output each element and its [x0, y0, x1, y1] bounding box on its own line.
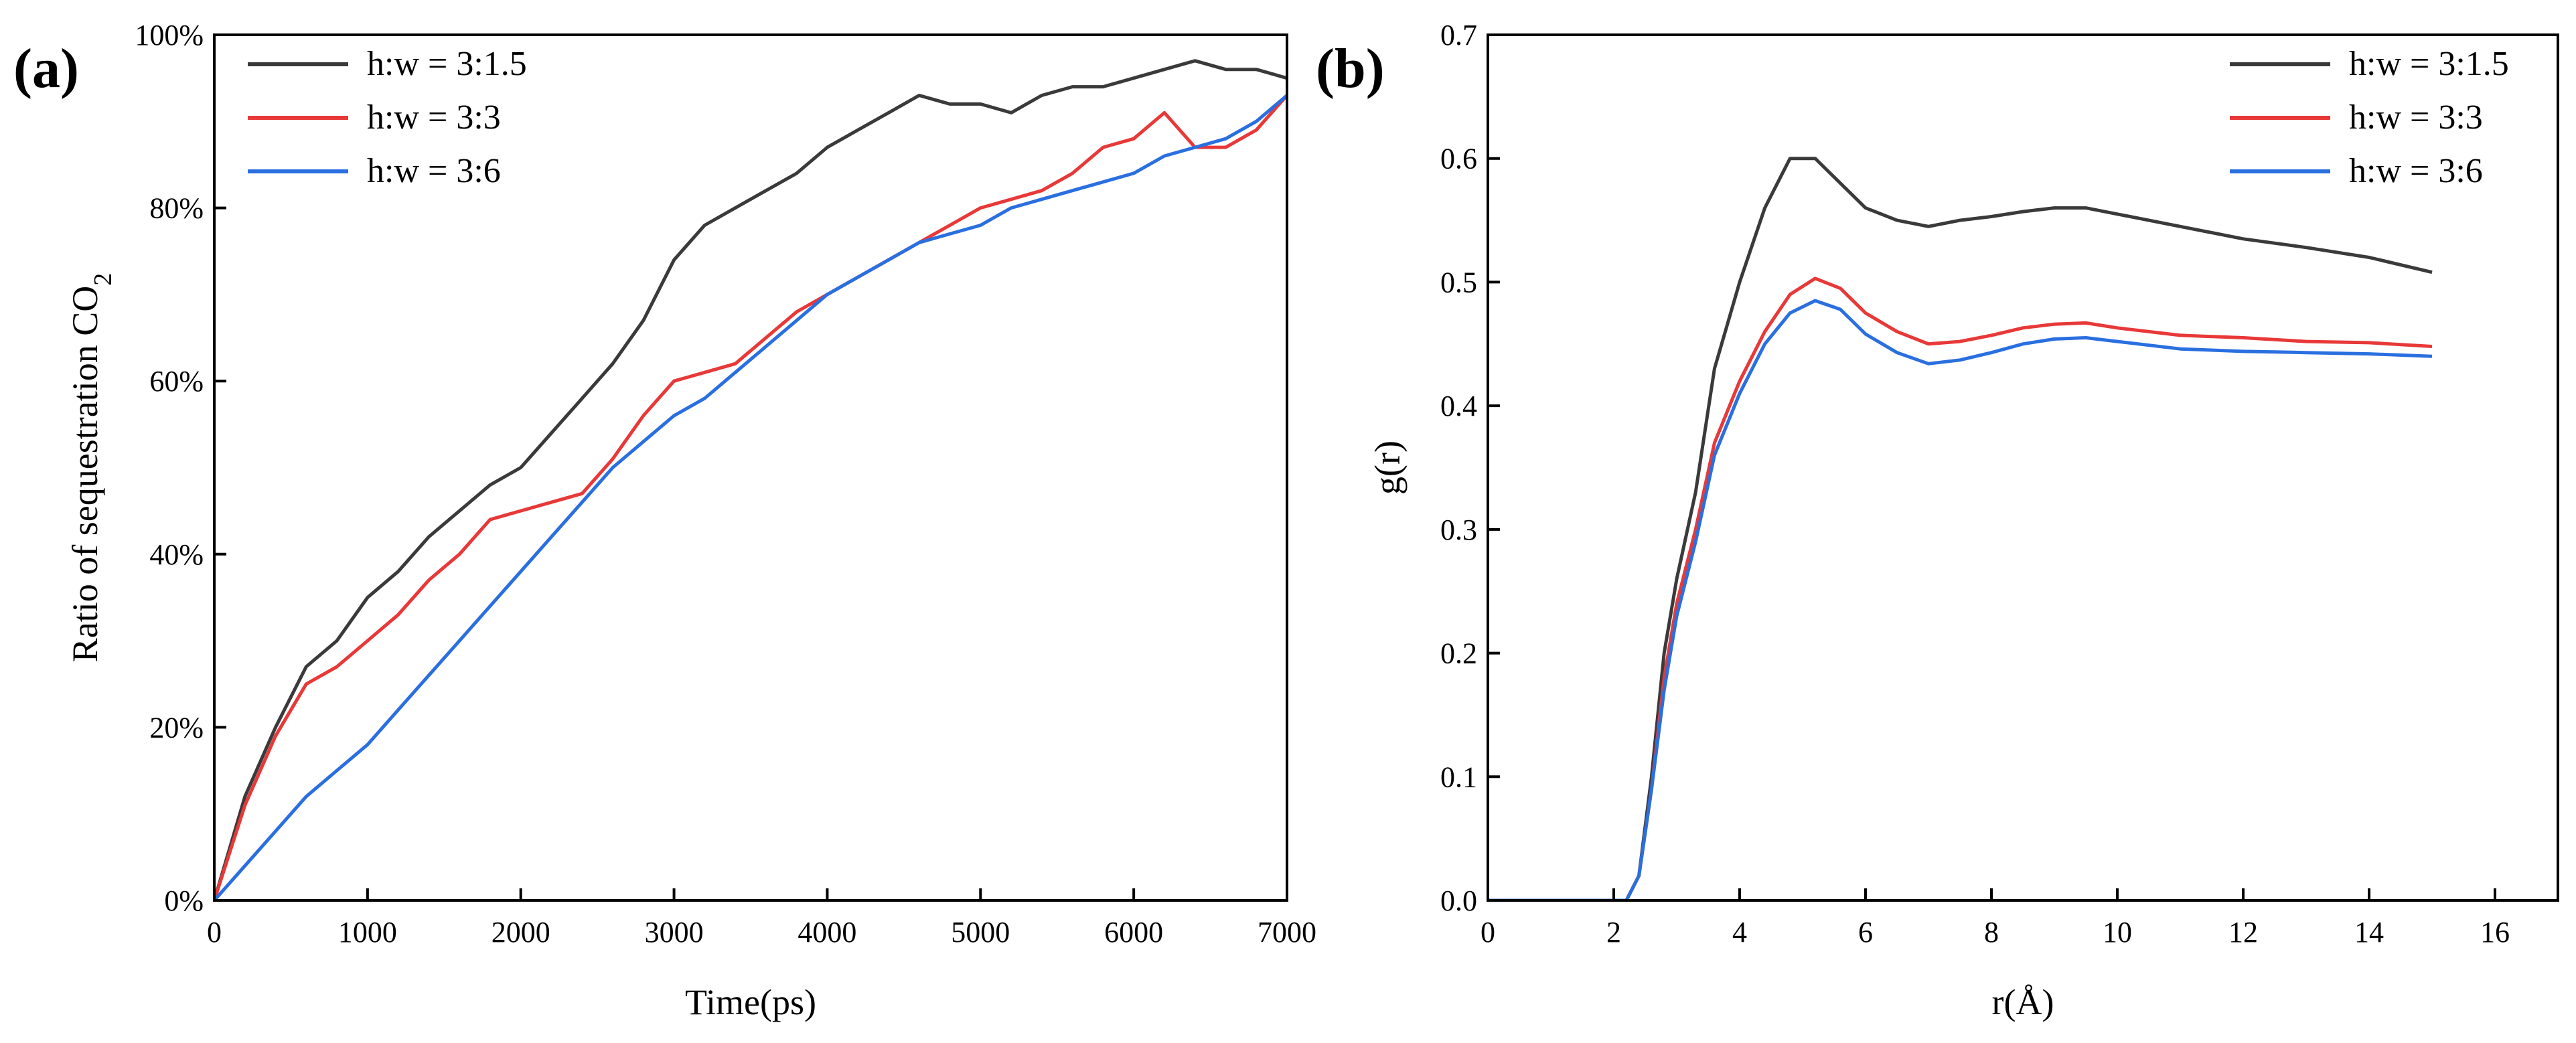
- x-tick-label: 1000: [338, 916, 397, 949]
- plot-frame: [1487, 33, 2559, 902]
- series-line-3: [214, 94, 1287, 900]
- panel-label: (a): [13, 37, 79, 100]
- x-axis-title: Time(ps): [685, 982, 816, 1022]
- legend-label: h:w = 3:3: [2349, 98, 2483, 137]
- y-tick-label: 0.7: [1440, 19, 1477, 52]
- y-tick-label: 0.5: [1440, 266, 1477, 299]
- y-tick-label: 0.6: [1440, 143, 1477, 175]
- series-line-3: [1488, 299, 2433, 900]
- y-axis-title-subscript: 2: [89, 273, 117, 286]
- x-tick-label: 8: [1984, 916, 1999, 949]
- y-tick-label: 0%: [164, 884, 204, 917]
- legend-label: h:w = 3:6: [367, 152, 501, 190]
- y-tick-label: 0.2: [1440, 637, 1477, 670]
- panel-label: (b): [1316, 37, 1385, 100]
- x-tick-label: 5000: [951, 916, 1010, 949]
- series-line-1: [1488, 157, 2433, 900]
- x-tick-label: 6000: [1104, 916, 1163, 949]
- y-tick-label: 80%: [149, 192, 204, 225]
- plot-frame: [213, 33, 1288, 902]
- x-tick-label: 2: [1606, 916, 1621, 949]
- x-tick-label: 0: [1481, 916, 1495, 949]
- x-tick-label: 0: [207, 916, 222, 949]
- x-tick-label: 2000: [491, 916, 550, 949]
- x-tick-label: 16: [2480, 916, 2510, 949]
- y-tick-label: 0.4: [1440, 390, 1477, 422]
- series-line-2: [1488, 276, 2433, 900]
- legend-label: h:w = 3:1.5: [367, 45, 527, 83]
- series-line-2: [214, 94, 1287, 900]
- y-axis-title: Ratio of sequestration CO2: [65, 273, 117, 662]
- chart-panel-a: 0 1000 2000 3000 4000 5000 6000 7000 0% 20% 40% 60%…: [13, 19, 1316, 1022]
- x-tick-label: 12: [2228, 916, 2258, 949]
- x-tick-label: 6: [1858, 916, 1873, 949]
- y-tick-label: 60%: [149, 365, 204, 398]
- y-tick-label: 0.3: [1440, 513, 1477, 546]
- x-tick-label: 3000: [645, 916, 704, 949]
- legend-label: h:w = 3:3: [367, 98, 501, 137]
- x-axis-title: r(Å): [1992, 982, 2054, 1022]
- chart-panel-b: 0 2 4 6 8 10 12 14 16 0.0 0.1 0.2 0.3 0.4 0.5 0.6 0.7 r(Å…: [1316, 19, 2559, 1022]
- y-tick-label: 0.0: [1440, 884, 1477, 917]
- y-tick-label: 100%: [135, 19, 204, 52]
- y-tick-label: 40%: [149, 538, 204, 571]
- legend-label: h:w = 3:1.5: [2349, 45, 2509, 83]
- x-tick-label: 4000: [798, 916, 856, 949]
- x-tick-label: 10: [2103, 916, 2132, 949]
- x-tick-label: 4: [1732, 916, 1747, 949]
- y-tick-label: 0.1: [1440, 760, 1477, 793]
- legend-label: h:w = 3:6: [2349, 152, 2483, 190]
- x-tick-label: 7000: [1258, 916, 1316, 949]
- series-line-1: [214, 59, 1287, 900]
- y-axis-title: g(r): [1367, 440, 1408, 495]
- x-tick-label: 14: [2354, 916, 2384, 949]
- y-tick-label: 20%: [149, 711, 204, 744]
